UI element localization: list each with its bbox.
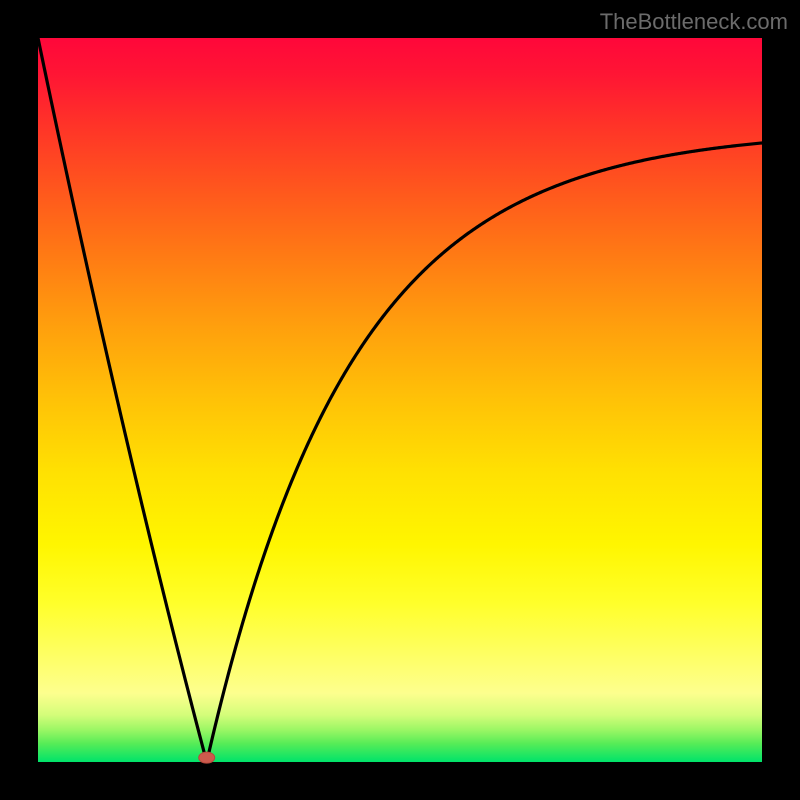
bottleneck-curve-chart [0, 0, 800, 800]
chart-container: TheBottleneck.com [0, 0, 800, 800]
optimal-point-marker [199, 752, 215, 763]
gradient-background [38, 38, 762, 762]
watermark-text: TheBottleneck.com [600, 9, 788, 35]
